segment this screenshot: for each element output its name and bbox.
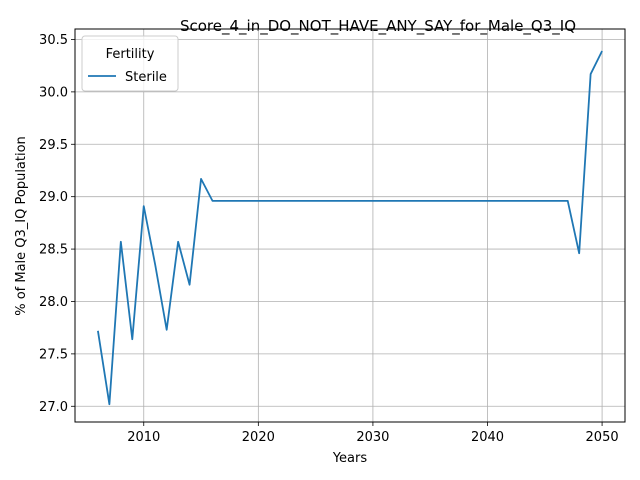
legend-title: Fertility (106, 47, 155, 62)
y-tick-label: 28.0 (39, 295, 68, 310)
x-tick-label: 2030 (356, 430, 389, 445)
legend: Fertility Sterile (82, 36, 178, 91)
x-tick-label: 2040 (471, 430, 504, 445)
y-tick-label: 28.5 (39, 243, 68, 258)
y-tick-label: 27.0 (39, 400, 68, 415)
x-tick-label: 2050 (586, 430, 619, 445)
y-tick-label: 29.5 (39, 138, 68, 153)
x-tick-label: 2010 (127, 430, 160, 445)
x-tick-label: 2020 (242, 430, 275, 445)
x-axis-label: Years (332, 451, 368, 466)
y-tick-label: 29.0 (39, 190, 68, 205)
y-axis-label: % of Male Q3_IQ Population (14, 136, 29, 316)
legend-entry-sterile: Sterile (125, 70, 167, 85)
y-tick-label: 30.5 (39, 33, 68, 48)
chart-title: Score_4_in_DO_NOT_HAVE_ANY_SAY_for_Male_… (180, 17, 576, 36)
y-tick-label: 30.0 (39, 85, 68, 100)
y-tick-label: 27.5 (39, 347, 68, 362)
